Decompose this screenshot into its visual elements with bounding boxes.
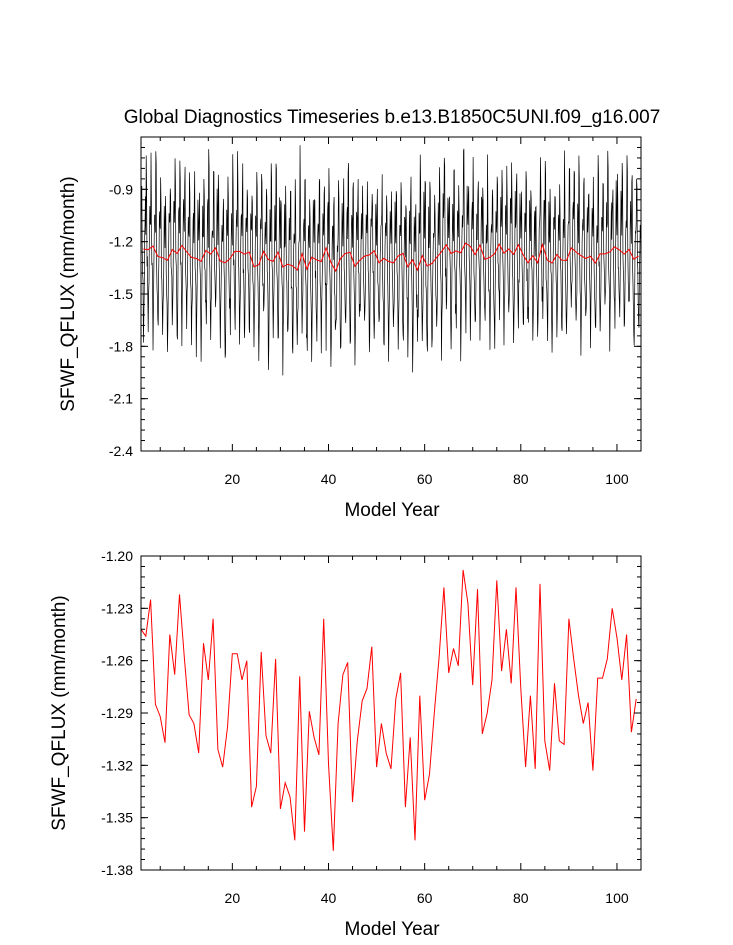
x-tick-label: 80: [513, 890, 529, 906]
chart-title: Global Diagnostics Timeseries b.e13.B185…: [124, 107, 661, 128]
annual-mean-line: [143, 242, 639, 273]
annual-mean-line: [140, 569, 637, 851]
y-tick-label: -2.1: [109, 391, 133, 407]
y-tick-label: -1.29: [101, 705, 133, 721]
top-x-axis-label: Model Year: [344, 500, 440, 521]
bottom-panel: -1.38 -1.35 -1.32 -1.29 -1.26 -1.23 -1.20 20 40…: [49, 548, 642, 940]
y-tick-label: -2.4: [109, 443, 133, 459]
bottom-x-axis-label: Model Year: [344, 919, 440, 940]
y-tick-label: -1.2: [109, 234, 133, 250]
x-tick-label: 60: [417, 471, 433, 487]
top-panel: -2.4 -2.1 -1.8 -1.5 -1.2 -0.9 20 40 60 80 100 Mod…: [58, 136, 642, 521]
x-tick-label: 100: [605, 471, 629, 487]
top-y-axis: -2.4 -2.1 -1.8 -1.5 -1.2 -0.9: [109, 136, 641, 459]
annual-mean-series-line: [143, 242, 639, 273]
y-tick-label: -1.26: [101, 653, 133, 669]
bottom-x-axis: 20 40 60 80 100: [159, 556, 642, 906]
x-tick-label: 20: [225, 471, 241, 487]
top-y-axis-label: SFWF_QFLUX (mm/month): [58, 176, 79, 411]
x-tick-label: 60: [417, 890, 433, 906]
x-tick-label: 20: [225, 890, 241, 906]
x-tick-label: 40: [321, 890, 337, 906]
y-tick-label: -1.8: [109, 338, 133, 354]
bottom-y-axis-label: SFWF_QFLUX (mm/month): [49, 595, 70, 830]
monthly-line: [140, 145, 641, 376]
x-tick-label: 40: [321, 471, 337, 487]
top-plot-frame: [140, 136, 642, 452]
y-tick-label: -1.20: [101, 548, 133, 564]
y-tick-label: -0.9: [109, 181, 133, 197]
y-tick-label: -1.38: [101, 862, 133, 878]
bottom-y-axis: -1.38 -1.35 -1.32 -1.29 -1.26 -1.23 -1.20: [101, 548, 641, 878]
y-tick-label: -1.5: [109, 286, 133, 302]
bottom-plot-frame: [140, 555, 642, 871]
x-tick-label: 100: [605, 890, 629, 906]
x-tick-label: 80: [513, 471, 529, 487]
y-tick-label: -1.35: [101, 810, 133, 826]
bottom-annual-mean-series-line: [140, 569, 637, 851]
monthly-series-line: [140, 145, 641, 376]
y-tick-label: -1.23: [101, 600, 133, 616]
top-x-axis: 20 40 60 80 100: [159, 137, 642, 487]
y-tick-label: -1.32: [101, 757, 133, 773]
